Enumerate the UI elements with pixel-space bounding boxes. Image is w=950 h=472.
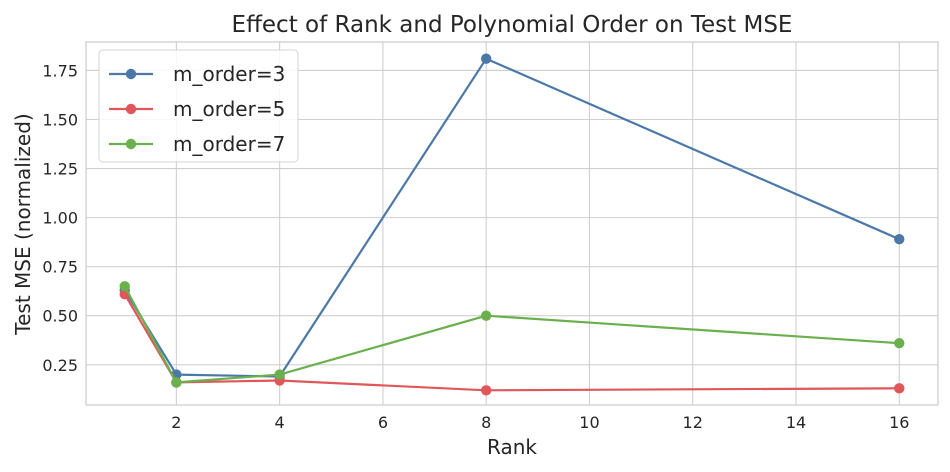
x-tick-label: 8 [481, 413, 491, 432]
chart-title: Effect of Rank and Polynomial Order on T… [232, 12, 793, 38]
y-tick-label: 0.50 [42, 307, 78, 326]
y-tick-label: 1.00 [42, 209, 78, 228]
legend-item: m_order=5 [109, 97, 285, 121]
y-tick-label: 1.75 [42, 61, 78, 80]
legend-label: m_order=5 [173, 97, 285, 121]
data-point [480, 385, 492, 396]
legend-label: m_order=7 [173, 132, 285, 156]
x-tick-label: 2 [171, 413, 181, 432]
y-tick-label: 0.75 [42, 258, 78, 277]
legend-box [98, 49, 299, 163]
legend: m_order=3 m_order=5 m_order=7 [98, 49, 299, 163]
x-tick-label: 4 [275, 413, 285, 432]
y-axis-label: Test MSE (normalized) [11, 113, 35, 335]
x-axis-label: Rank [487, 435, 537, 459]
plot-frame [85, 41, 939, 406]
legend-label: m_order=3 [173, 62, 285, 86]
legend-item: m_order=7 [109, 132, 285, 156]
x-tick-label: 16 [889, 413, 909, 432]
x-tick-label: 6 [378, 413, 388, 432]
series-line [123, 285, 900, 384]
data-point [480, 310, 492, 321]
legend-marker [125, 68, 137, 80]
legend-marker [125, 103, 137, 115]
y-tick-label: 0.25 [42, 356, 78, 375]
x-tick-label: 10 [579, 413, 599, 432]
data-point [119, 281, 130, 292]
data-point [274, 369, 285, 380]
x-tick-label: 14 [786, 413, 806, 432]
data-point [171, 377, 182, 388]
data-point [894, 337, 905, 349]
legend-marker [125, 138, 137, 150]
y-tick-label: 1.25 [42, 160, 78, 179]
series-2 [119, 288, 905, 396]
series-3 [119, 281, 905, 388]
data-point [894, 233, 905, 245]
data-point [480, 53, 492, 64]
legend-item: m_order=3 [109, 62, 285, 86]
x-tick-label: 12 [683, 413, 703, 432]
y-tick-label: 1.50 [42, 111, 78, 130]
data-point [894, 383, 905, 394]
ticks-layer: 2 4 6 8 10 12 14 16 0.25 0.50 0.75 1.00 1.25 1.50 1.75 [42, 61, 909, 432]
series-layer [119, 53, 905, 396]
